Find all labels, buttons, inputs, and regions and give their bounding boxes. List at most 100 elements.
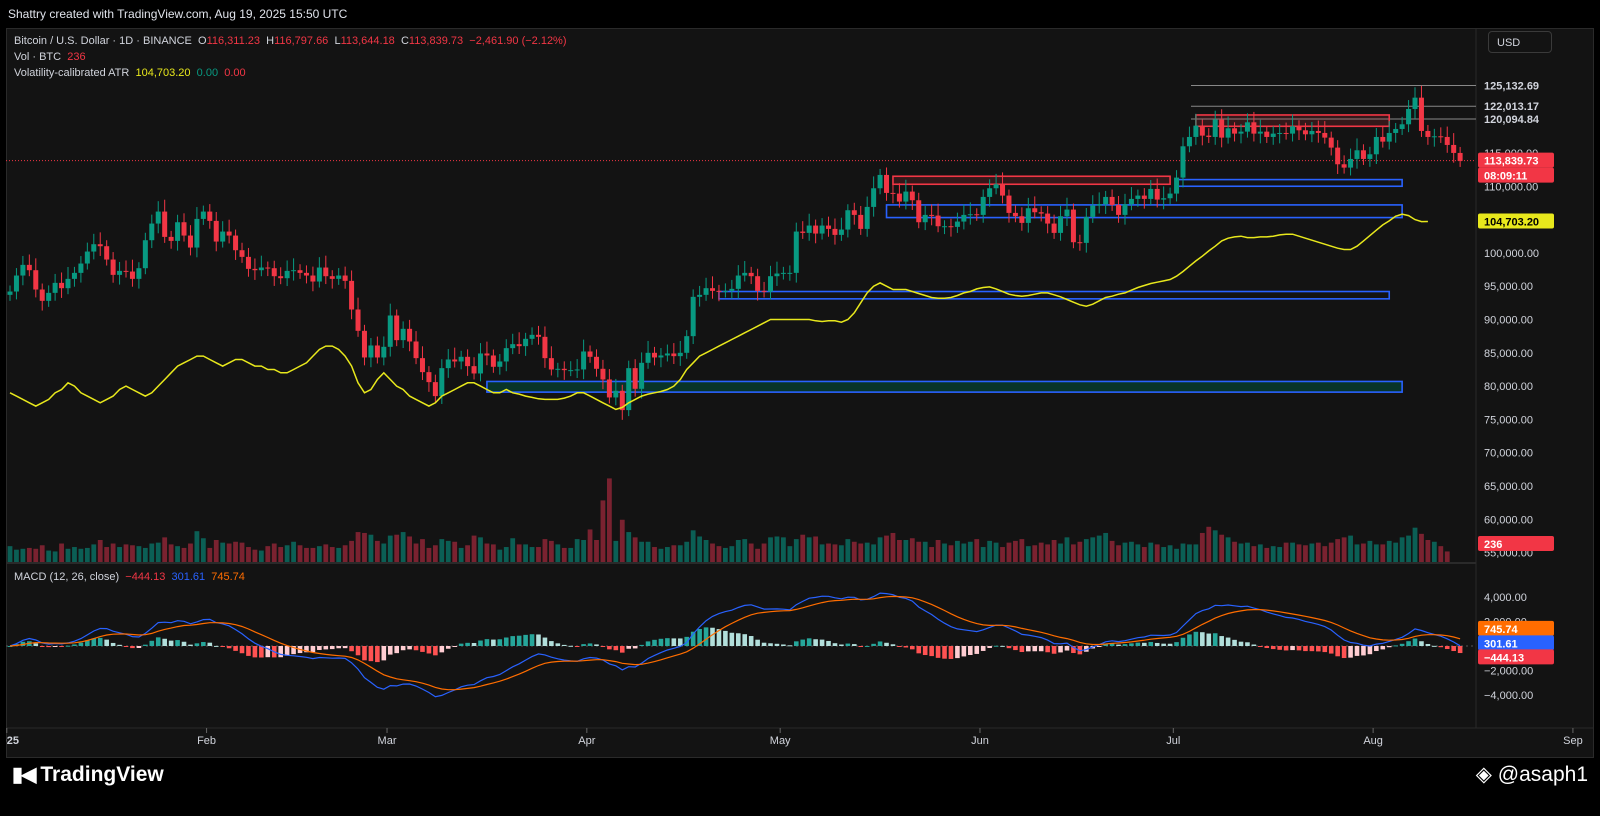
volume-bar bbox=[1161, 547, 1167, 562]
volume-bar bbox=[510, 538, 516, 562]
candle-body bbox=[909, 191, 915, 201]
candle-body bbox=[1354, 150, 1360, 159]
volume-bar bbox=[142, 547, 148, 562]
candle-body bbox=[342, 275, 348, 281]
volume-bar bbox=[84, 547, 90, 562]
macd-histogram-bar bbox=[1296, 646, 1302, 651]
volume-bar bbox=[1328, 542, 1334, 562]
candle-body bbox=[677, 352, 683, 357]
macd-tick-label: −4,000.00 bbox=[1484, 690, 1533, 702]
candle-body bbox=[1186, 136, 1192, 147]
candle-body bbox=[1283, 132, 1289, 134]
macd-histogram-bar bbox=[587, 643, 593, 646]
candle-body bbox=[1244, 122, 1250, 132]
volume-bar bbox=[909, 538, 915, 562]
candle-body bbox=[1058, 216, 1064, 233]
volume-bar bbox=[413, 543, 419, 562]
macd-histogram-bar bbox=[136, 646, 142, 648]
macd-histogram-bar bbox=[465, 642, 470, 646]
volume-bar bbox=[1000, 547, 1005, 562]
candle-body bbox=[445, 359, 451, 369]
candle-body bbox=[26, 264, 32, 271]
low-label: L bbox=[334, 35, 341, 47]
candle-body bbox=[639, 362, 645, 389]
volume-bar bbox=[819, 544, 825, 562]
volume-bar bbox=[33, 548, 39, 562]
macd-histogram-bar bbox=[1064, 646, 1070, 651]
macd-histogram-bar bbox=[323, 646, 329, 650]
macd-signal-axis-label: 745.74 bbox=[1484, 624, 1519, 636]
candle-body bbox=[1103, 196, 1109, 205]
macd-histogram-bar bbox=[871, 643, 876, 646]
candle-body bbox=[91, 244, 97, 252]
volume-bar bbox=[839, 545, 844, 562]
macd-hist-value: −444.13 bbox=[125, 571, 166, 583]
candle-body bbox=[400, 328, 406, 341]
volume-bar bbox=[826, 543, 831, 562]
macd-histogram-bar bbox=[1367, 646, 1373, 655]
volume-bar bbox=[587, 529, 593, 562]
volume-bar bbox=[1373, 544, 1379, 562]
volume-bar bbox=[1257, 544, 1263, 562]
volume-bar bbox=[46, 550, 52, 562]
macd-histogram-bar bbox=[291, 646, 296, 655]
high-value: 116,797.66 bbox=[274, 35, 329, 47]
candle-body bbox=[1315, 130, 1321, 133]
candle-body bbox=[316, 267, 322, 282]
currency-button[interactable]: USD bbox=[1488, 31, 1552, 53]
volume-bar bbox=[626, 532, 632, 562]
macd-histogram-bar bbox=[1451, 646, 1456, 652]
candle-body bbox=[1045, 213, 1051, 224]
candle-body bbox=[1167, 193, 1173, 199]
macd-histogram-bar bbox=[1116, 644, 1121, 646]
macd-histogram-bar bbox=[1264, 646, 1270, 649]
volume-bar bbox=[374, 540, 380, 562]
volume-bar bbox=[542, 539, 548, 562]
candle-body bbox=[548, 358, 554, 370]
macd-histogram-bar bbox=[1238, 641, 1244, 646]
macd-histogram-bar bbox=[1026, 646, 1031, 652]
macd-line bbox=[9, 592, 1461, 698]
change-value: −2,461.90 (−2.12%) bbox=[469, 35, 567, 47]
macd-histogram-bar bbox=[1251, 644, 1257, 646]
support-zone-box bbox=[486, 380, 1403, 393]
macd-histogram-bar bbox=[400, 646, 406, 651]
tradingview-logo[interactable]: ▮◀ TradingView bbox=[12, 762, 164, 787]
macd-histogram-bar bbox=[1058, 646, 1063, 653]
macd-histogram-bar bbox=[1045, 646, 1050, 653]
candle-body bbox=[1290, 126, 1296, 134]
candle-body bbox=[574, 369, 580, 371]
atr-label: Volatility-calibrated ATR bbox=[14, 67, 130, 79]
volume-bar bbox=[800, 534, 806, 562]
candle-body bbox=[1174, 177, 1180, 194]
volume-bar bbox=[632, 537, 638, 562]
macd-histogram-bar bbox=[1135, 642, 1141, 646]
candle-body bbox=[439, 368, 445, 397]
volume-bar bbox=[1180, 543, 1186, 562]
candle-body bbox=[65, 278, 71, 289]
candle-body bbox=[458, 356, 464, 362]
macd-histogram-bar bbox=[716, 629, 722, 646]
volume-bar bbox=[1245, 542, 1250, 562]
volume-bar bbox=[1206, 526, 1212, 562]
candle-body bbox=[523, 338, 529, 347]
macd-histogram-bar bbox=[819, 639, 825, 646]
macd-histogram-bar bbox=[1412, 638, 1418, 646]
time-tick-label: May bbox=[770, 735, 791, 747]
macd-histogram-bar bbox=[1038, 646, 1044, 652]
candle-body bbox=[980, 196, 986, 215]
close-label: C bbox=[400, 35, 409, 47]
macd-histogram-bar bbox=[1161, 643, 1166, 646]
macd-histogram-bar bbox=[1000, 645, 1005, 647]
chart-canvas[interactable]: 125,132.69122,013.17120,094.84115,000.00… bbox=[6, 28, 1594, 758]
macd-histogram-bar bbox=[768, 643, 773, 646]
volume-bar bbox=[1277, 547, 1283, 562]
candle-body bbox=[819, 225, 825, 234]
volume-value: 236 bbox=[67, 51, 86, 63]
macd-histogram-bar bbox=[774, 643, 780, 646]
time-tick-label: Aug bbox=[1363, 735, 1383, 747]
atr-value-3: 0.00 bbox=[224, 67, 246, 79]
candle-body bbox=[59, 282, 65, 289]
volume-bar bbox=[903, 540, 909, 562]
candle-body bbox=[1051, 223, 1057, 233]
